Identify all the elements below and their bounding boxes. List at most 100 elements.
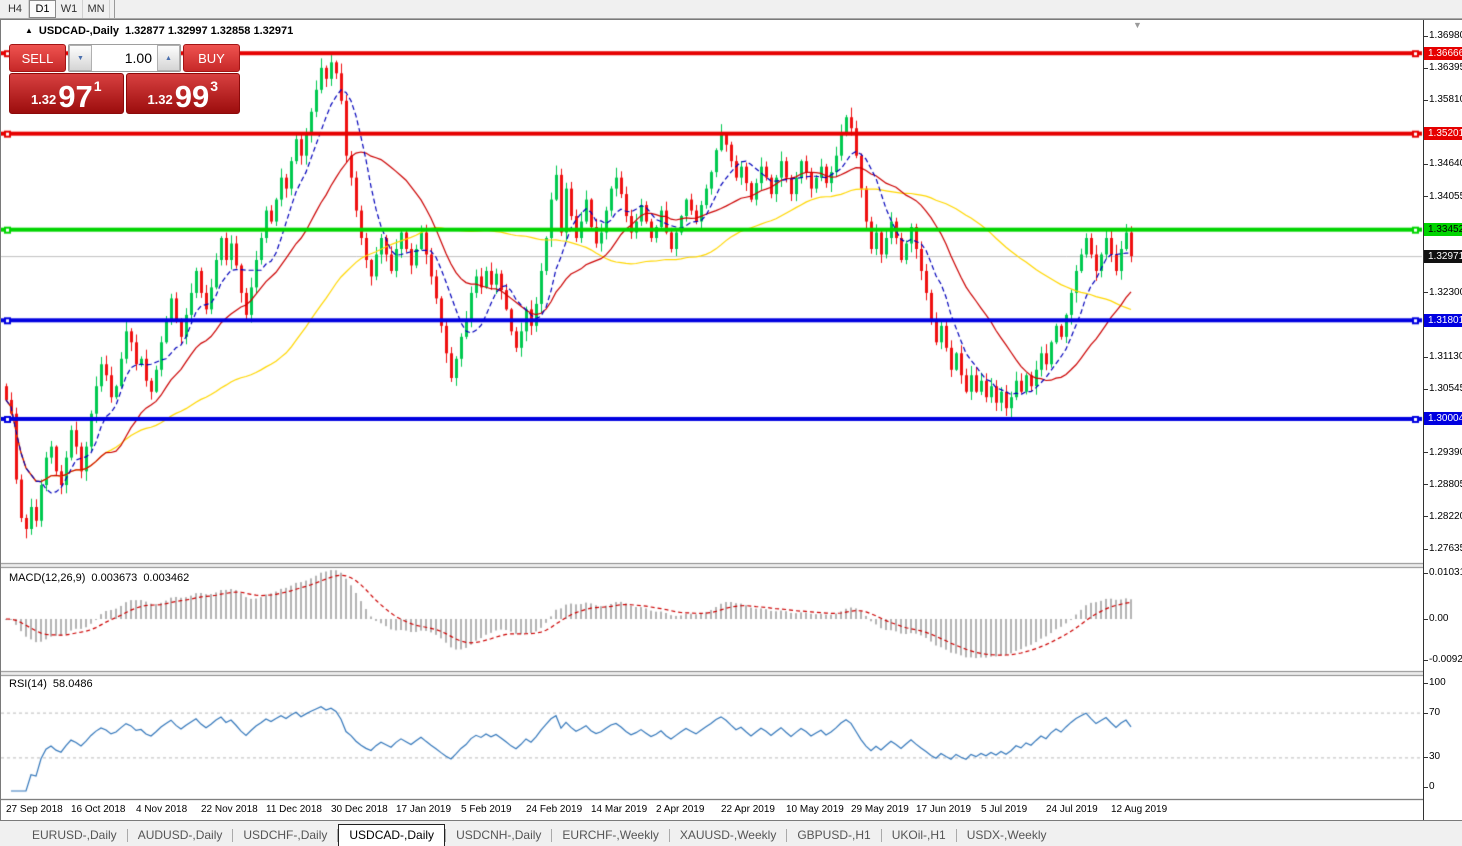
chart-tab-bar: EURUSD-,Daily AUDUSD-,Daily USDCHF-,Daily U… (0, 822, 1462, 846)
chart-tab-audusd[interactable]: AUDUSD-,Daily (137, 828, 223, 842)
price-axis[interactable]: 1.369801.363951.358101.346401.340551.328… (1423, 20, 1462, 820)
price-tick-label: 1.35810 (1429, 94, 1462, 106)
ask-price-sup: 3 (210, 78, 219, 94)
date-tick-label: 4 Nov 2018 (136, 804, 188, 815)
macd-tick-mark (1424, 573, 1428, 575)
tab-separator (232, 829, 234, 842)
ask-price-prefix: 1.32 (147, 92, 173, 107)
price-tick-label: 1.34640 (1429, 158, 1462, 170)
price-level-badge: 1.36666 (1424, 46, 1462, 60)
chart-tab-gbpusd[interactable]: GBPUSD-,H1 (797, 828, 871, 842)
timeframe-toolbar: H4 D1 W1 MN (0, 0, 1462, 19)
chart-tab-eurusd[interactable]: EURUSD-,Daily (32, 828, 117, 842)
chart-tab-eurchf[interactable]: EURCHF-,Weekly (562, 828, 659, 842)
date-tick-label: 12 Aug 2019 (1111, 804, 1168, 815)
price-tick-mark (1424, 452, 1428, 454)
rsi-tick-label: 0 (1429, 781, 1435, 792)
date-tick-label: 10 May 2019 (786, 804, 844, 815)
candlestick-chart-canvas[interactable] (1, 20, 1423, 820)
chart-ohlc-values: 1.32877 1.32997 1.32858 1.32971 (125, 25, 294, 37)
chart-tab-usdx[interactable]: USDX-,Weekly (966, 828, 1047, 842)
price-tick-label: 1.34055 (1429, 190, 1462, 202)
date-tick-label: 24 Feb 2019 (526, 804, 583, 815)
rsi-tick-mark (1424, 787, 1428, 788)
buy-button[interactable]: BUY (183, 44, 240, 72)
price-tick-mark (1424, 163, 1428, 165)
date-tick-label: 29 May 2019 (851, 804, 909, 815)
price-level-badge: 1.30004 (1424, 412, 1462, 426)
rsi-tick-label: 100 (1429, 677, 1446, 688)
tab-separator (955, 829, 957, 842)
price-level-badge: 1.35201 (1424, 127, 1462, 141)
price-level-badge: 1.31801 (1424, 313, 1462, 327)
price-tick-label: 1.32300 (1429, 286, 1462, 298)
date-tick-label: 16 Oct 2018 (71, 804, 126, 815)
ask-price-panel[interactable]: 1.32 99 3 (125, 73, 240, 114)
one-click-trade-panel: SELL ▼ 1.00 ▲ BUY 1.32 97 1 1.32 99 3 (9, 44, 240, 114)
chart-tab-usdchf[interactable]: USDCHF-,Daily (243, 828, 328, 842)
price-tick-mark (1424, 548, 1428, 550)
chart-shift-icon[interactable]: ▼ (1133, 20, 1142, 30)
tab-separator (668, 829, 670, 842)
rsi-value: 58.0486 (52, 678, 93, 690)
price-tick-mark (1424, 484, 1428, 486)
volume-input[interactable]: 1.00 (92, 45, 157, 71)
bid-price-big: 97 (58, 78, 93, 114)
collapse-triangle-icon[interactable]: ▲ (25, 26, 33, 35)
macd-value-main: 0.003673 (91, 572, 138, 584)
macd-name: MACD(12,26,9) (9, 572, 86, 584)
volume-increase-icon[interactable]: ▲ (157, 45, 180, 71)
volume-decrease-icon[interactable]: ▼ (69, 45, 92, 71)
price-tick-label: 1.28805 (1429, 478, 1462, 490)
chart-tab-usdcad[interactable]: USDCAD-,Daily (338, 824, 446, 846)
price-tick-mark (1424, 292, 1428, 294)
date-tick-label: 17 Jun 2019 (916, 804, 972, 815)
macd-value-signal: 0.003462 (143, 572, 190, 584)
chart-title: ▲ USDCAD-,Daily 1.32877 1.32997 1.32858 … (25, 25, 293, 37)
tab-separator (786, 829, 788, 842)
macd-tick-mark (1424, 619, 1428, 620)
chart-tab-xauusd[interactable]: XAUUSD-,Weekly (679, 828, 777, 842)
toolbar-separator (114, 0, 115, 18)
macd-tick-label: 0.010311 (1429, 567, 1462, 579)
date-tick-label: 5 Jul 2019 (981, 804, 1028, 815)
price-tick-mark (1424, 356, 1428, 358)
tab-separator (880, 829, 882, 842)
price-tick-label: 1.36395 (1429, 62, 1462, 74)
tab-separator (551, 829, 553, 842)
price-tick-mark (1424, 67, 1428, 69)
date-tick-label: 2 Apr 2019 (656, 804, 705, 815)
rsi-tick-mark (1424, 712, 1428, 714)
rsi-tick-label: 30 (1429, 751, 1441, 763)
bid-price-panel[interactable]: 1.32 97 1 (9, 73, 124, 114)
price-tick-label: 1.31130 (1429, 351, 1462, 363)
date-tick-label: 24 Jul 2019 (1046, 804, 1098, 815)
price-tick-mark (1424, 35, 1428, 37)
timeframe-button-w1[interactable]: W1 (56, 0, 83, 18)
timeframe-button-h4[interactable]: H4 (2, 0, 29, 18)
date-tick-label: 22 Apr 2019 (721, 804, 775, 815)
tab-separator (126, 829, 128, 842)
chart-tab-ukoil[interactable]: UKOil-,H1 (891, 828, 946, 842)
price-tick-label: 1.36980 (1429, 30, 1462, 41)
rsi-tick-mark (1424, 757, 1428, 759)
date-tick-label: 27 Sep 2018 (6, 804, 63, 815)
rsi-indicator-label: RSI(14) 58.0486 (9, 678, 93, 690)
date-tick-label: 11 Dec 2018 (266, 804, 322, 815)
rsi-tick-mark (1424, 683, 1428, 684)
timeframe-button-mn[interactable]: MN (83, 0, 110, 18)
date-tick-label: 5 Feb 2019 (461, 804, 512, 815)
price-tick-mark (1424, 516, 1428, 518)
price-tick-label: 1.30545 (1429, 383, 1462, 395)
date-tick-label: 14 Mar 2019 (591, 804, 648, 815)
sell-button[interactable]: SELL (9, 44, 66, 72)
bid-price-sup: 1 (93, 78, 102, 94)
chart-tab-usdcnh[interactable]: USDCNH-,Daily (456, 828, 542, 842)
price-tick-label: 1.27635 (1429, 543, 1462, 554)
macd-indicator-label: MACD(12,26,9) 0.003673 0.003462 (9, 572, 189, 584)
macd-tick-label: -0.00920 (1429, 654, 1462, 665)
ask-price-big: 99 (174, 78, 210, 114)
timeframe-button-d1[interactable]: D1 (29, 0, 56, 18)
volume-spinner: ▼ 1.00 ▲ (68, 44, 181, 72)
date-tick-label: 30 Dec 2018 (331, 804, 388, 815)
